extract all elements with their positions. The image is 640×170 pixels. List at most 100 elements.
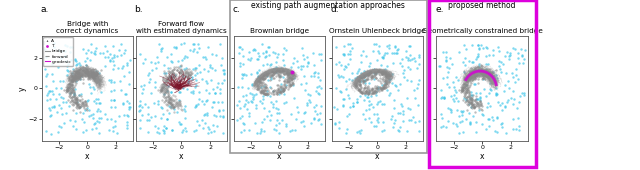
- Point: [456, 84, 467, 86]
- Point: [281, 123, 291, 125]
- Point: [461, 97, 471, 100]
- Point: [70, 96, 80, 98]
- Point: [461, 87, 472, 89]
- Point: [163, 69, 173, 72]
- Point: [360, 74, 371, 77]
- Point: [124, 106, 134, 108]
- Point: [364, 89, 374, 92]
- Point: [122, 123, 132, 126]
- Point: [347, 79, 357, 81]
- Point: [376, 103, 387, 105]
- Point: [276, 91, 286, 94]
- Point: [166, 60, 177, 63]
- Point: [304, 98, 314, 101]
- Point: [280, 83, 291, 86]
- Point: [484, 75, 494, 78]
- Point: [483, 68, 493, 70]
- Point: [94, 102, 104, 105]
- Point: [471, 101, 481, 104]
- Point: [465, 100, 476, 103]
- Point: [163, 75, 173, 78]
- Point: [70, 57, 80, 60]
- Point: [282, 76, 292, 79]
- Point: [85, 71, 95, 74]
- Point: [163, 103, 173, 105]
- Point: [481, 72, 492, 74]
- Point: [261, 55, 271, 57]
- Point: [374, 72, 384, 75]
- Point: [170, 102, 180, 105]
- Point: [163, 92, 173, 95]
- Point: [379, 83, 389, 86]
- Point: [464, 85, 474, 88]
- Point: [64, 83, 74, 86]
- Point: [493, 101, 504, 103]
- Point: [82, 64, 92, 67]
- Point: [369, 90, 379, 93]
- Point: [274, 132, 284, 135]
- Point: [271, 92, 282, 95]
- Point: [374, 70, 385, 73]
- Point: [252, 82, 262, 85]
- Point: [452, 99, 463, 102]
- Point: [179, 129, 189, 131]
- Point: [481, 45, 491, 48]
- Point: [256, 90, 266, 93]
- Point: [351, 101, 362, 104]
- Point: [371, 87, 381, 90]
- Point: [410, 97, 420, 100]
- Point: [473, 69, 483, 72]
- Point: [364, 108, 374, 111]
- Point: [260, 56, 270, 59]
- Point: [40, 47, 50, 50]
- Point: [164, 74, 175, 77]
- Point: [365, 73, 375, 76]
- Point: [356, 91, 367, 94]
- Point: [456, 110, 467, 113]
- Point: [182, 73, 193, 76]
- Point: [67, 80, 77, 82]
- Point: [244, 112, 254, 115]
- Point: [179, 108, 189, 111]
- Point: [356, 75, 367, 78]
- Point: [457, 114, 467, 116]
- Point: [279, 47, 289, 49]
- Point: [462, 83, 472, 85]
- Point: [59, 89, 69, 92]
- Point: [162, 85, 172, 88]
- Point: [61, 89, 71, 91]
- Point: [77, 68, 88, 71]
- Point: [378, 129, 388, 132]
- Point: [364, 74, 374, 76]
- Point: [77, 118, 88, 120]
- Point: [397, 104, 408, 107]
- Point: [169, 67, 179, 70]
- Point: [176, 68, 186, 70]
- Point: [365, 71, 375, 74]
- Point: [202, 112, 212, 114]
- Point: [412, 103, 422, 106]
- Point: [263, 93, 273, 96]
- Point: [466, 77, 476, 80]
- Point: [273, 70, 284, 73]
- Point: [166, 98, 176, 101]
- Point: [379, 54, 389, 56]
- Point: [260, 93, 270, 96]
- Point: [166, 98, 177, 101]
- Point: [393, 112, 403, 115]
- Point: [467, 104, 477, 107]
- Point: [87, 75, 97, 77]
- Point: [87, 71, 97, 74]
- Point: [383, 74, 394, 76]
- Point: [135, 53, 145, 56]
- Point: [91, 73, 101, 76]
- Point: [196, 78, 207, 81]
- Point: [47, 93, 58, 96]
- Point: [255, 80, 266, 82]
- Point: [382, 52, 392, 54]
- Point: [280, 85, 290, 88]
- Point: [383, 79, 394, 82]
- Point: [463, 100, 474, 103]
- Point: [72, 63, 82, 66]
- Point: [262, 114, 273, 117]
